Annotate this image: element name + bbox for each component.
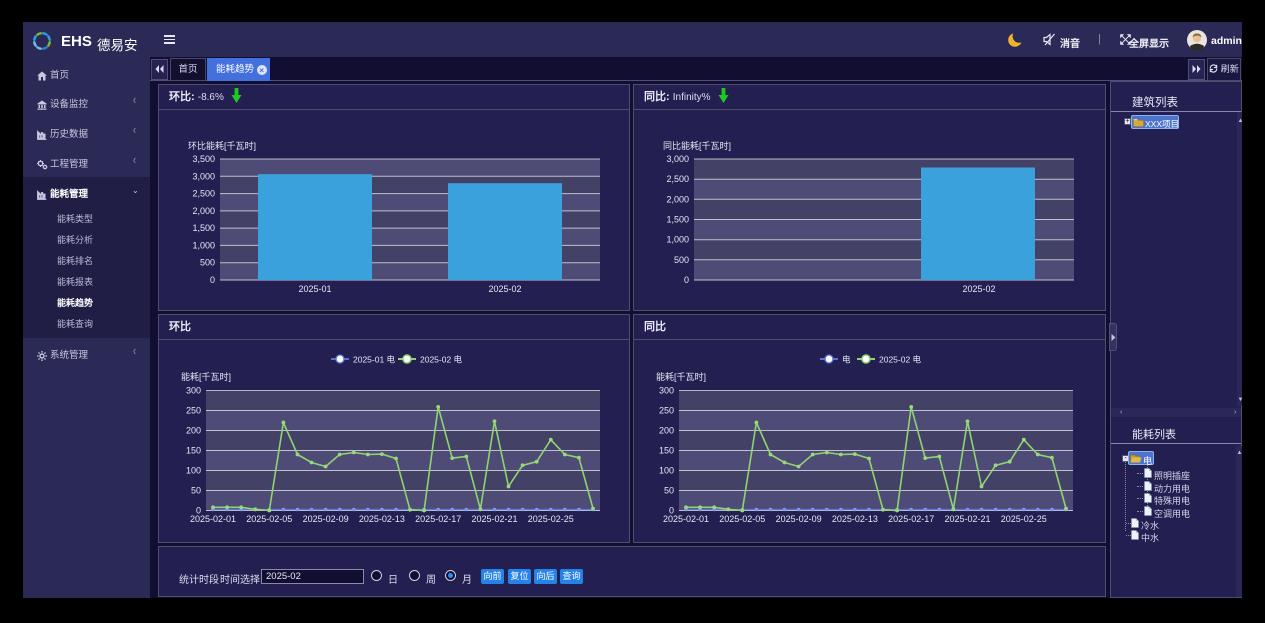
svg-text:2025-02-17: 2025-02-17 — [415, 514, 461, 524]
svg-text:100: 100 — [659, 466, 674, 476]
svg-text:200: 200 — [186, 426, 201, 436]
svg-text:0: 0 — [196, 506, 201, 516]
svg-text:200: 200 — [659, 426, 674, 436]
svg-text:2025-02-05: 2025-02-05 — [246, 514, 292, 524]
svg-text:0: 0 — [210, 275, 215, 285]
svg-text:电: 电 — [842, 355, 851, 365]
svg-text:150: 150 — [186, 446, 201, 456]
svg-text:2025-02: 2025-02 — [962, 284, 995, 294]
svg-text:1,500: 1,500 — [192, 223, 215, 233]
svg-text:3,500: 3,500 — [192, 154, 215, 164]
svg-text:2,000: 2,000 — [666, 194, 689, 204]
svg-text:500: 500 — [674, 255, 689, 265]
svg-text:100: 100 — [186, 466, 201, 476]
svg-text:2025-02-01: 2025-02-01 — [190, 514, 236, 524]
svg-text:能耗[千瓦时]: 能耗[千瓦时] — [656, 371, 706, 382]
svg-text:50: 50 — [191, 486, 201, 496]
svg-text:2025-02: 2025-02 — [488, 284, 521, 294]
svg-text:3,000: 3,000 — [666, 154, 689, 164]
svg-text:2025-02-25: 2025-02-25 — [528, 514, 574, 524]
svg-text:2025-02-05: 2025-02-05 — [719, 514, 765, 524]
svg-text:2,500: 2,500 — [666, 174, 689, 184]
svg-text:50: 50 — [664, 486, 674, 496]
svg-text:2,000: 2,000 — [192, 206, 215, 216]
svg-text:0: 0 — [684, 275, 689, 285]
svg-text:250: 250 — [186, 406, 201, 416]
svg-text:2025-02-21: 2025-02-21 — [471, 514, 517, 524]
svg-text:2025-02 电: 2025-02 电 — [420, 355, 463, 365]
svg-text:300: 300 — [186, 386, 201, 396]
svg-text:250: 250 — [659, 406, 674, 416]
svg-text:150: 150 — [659, 446, 674, 456]
svg-text:3,000: 3,000 — [192, 171, 215, 181]
svg-text:2025-02-09: 2025-02-09 — [303, 514, 349, 524]
svg-text:2025-02-21: 2025-02-21 — [944, 514, 990, 524]
svg-text:1,000: 1,000 — [666, 235, 689, 245]
svg-text:0: 0 — [669, 506, 674, 516]
svg-text:2025-02-09: 2025-02-09 — [776, 514, 822, 524]
svg-text:2025-02 电: 2025-02 电 — [879, 355, 922, 365]
svg-text:2025-02-01: 2025-02-01 — [663, 514, 709, 524]
svg-text:2025-02-13: 2025-02-13 — [832, 514, 878, 524]
svg-text:2025-02-13: 2025-02-13 — [359, 514, 405, 524]
svg-text:1,500: 1,500 — [666, 215, 689, 225]
svg-text:能耗[千瓦时]: 能耗[千瓦时] — [181, 371, 231, 382]
svg-text:500: 500 — [200, 258, 215, 268]
svg-text:1,000: 1,000 — [192, 240, 215, 250]
svg-text:同比能耗[千瓦时]: 同比能耗[千瓦时] — [663, 140, 731, 151]
svg-text:2025-01: 2025-01 — [298, 284, 331, 294]
svg-text:2,500: 2,500 — [192, 189, 215, 199]
svg-text:300: 300 — [659, 386, 674, 396]
svg-text:环比能耗[千瓦时]: 环比能耗[千瓦时] — [188, 140, 256, 151]
svg-text:2025-02-25: 2025-02-25 — [1001, 514, 1047, 524]
svg-text:2025-01 电: 2025-01 电 — [353, 355, 396, 365]
svg-text:2025-02-17: 2025-02-17 — [888, 514, 934, 524]
